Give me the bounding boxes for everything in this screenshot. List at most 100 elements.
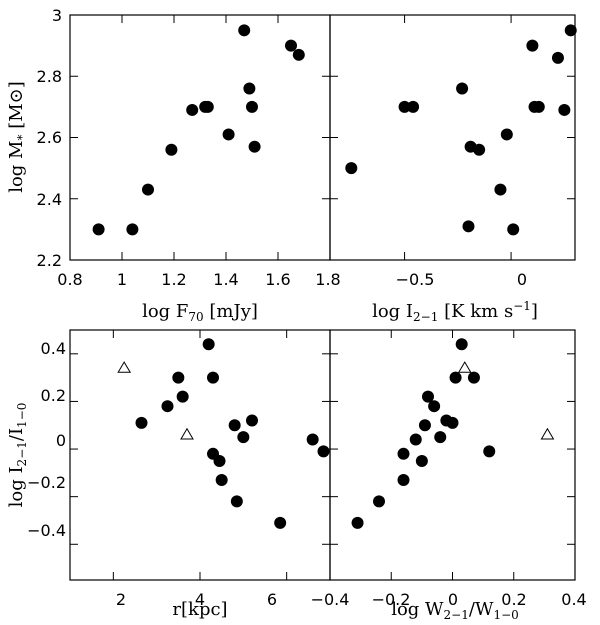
filled-circle-point [418, 419, 431, 432]
filled-circle-point [449, 371, 462, 384]
filled-circle-point [434, 431, 447, 444]
filled-circle-point [215, 474, 228, 486]
filled-circle-point [274, 516, 287, 529]
p4-xtick-label: 0.4 [561, 590, 586, 609]
filled-circle-point [172, 371, 185, 384]
filled-circle-point [483, 445, 496, 458]
filled-circle-point [373, 495, 385, 508]
p1-y-axis-label: log M* [M⊙] [6, 81, 29, 193]
filled-circle-point [551, 51, 564, 64]
p2-x-axis-label: log I2−1 [K km s−1] [372, 299, 538, 324]
filled-circle-point [407, 100, 420, 113]
panel-2-frame [329, 14, 576, 261]
p1-x-axis-label: log F70 [mJy] [142, 301, 258, 324]
p3-x-axis-label: r[kpc] [172, 599, 227, 620]
p4-x-axis-label: log W2−1/W1−0 [391, 599, 519, 622]
filled-circle-point [228, 419, 241, 432]
p2-xtick-label: −0.5 [396, 270, 435, 289]
p3-ytick-label: 0.2 [41, 386, 66, 405]
p1-xtick-label: 1.6 [265, 270, 290, 289]
filled-circle-point [135, 416, 148, 429]
points-layer [92, 24, 577, 529]
filled-circle-point [237, 431, 250, 444]
p4-xtick-label: 0.2 [501, 590, 526, 609]
p3-ytick-label: −0.2 [27, 473, 66, 492]
filled-circle-point [238, 24, 251, 37]
p3-y-axis-label: log I2−1/I1−0 [6, 403, 29, 508]
panel-4-frame [329, 329, 576, 581]
filled-circle-point [213, 454, 226, 467]
panel-3-frame [69, 329, 331, 581]
filled-circle-point [306, 433, 319, 446]
filled-circle-point [446, 416, 459, 429]
filled-circle-point [317, 445, 330, 458]
p3-ytick-label: 0.4 [41, 339, 66, 358]
p4-xtick-label: −0.2 [372, 590, 411, 609]
filled-circle-point [285, 39, 297, 52]
filled-circle-point [415, 454, 428, 467]
open-triangle-point [180, 427, 194, 440]
p4-xtick-label: 0 [448, 590, 458, 609]
p1-ytick-label: 2.2 [37, 251, 62, 270]
filled-circle-point [201, 100, 214, 113]
p3-xtick-label: 4 [195, 590, 205, 609]
filled-circle-point [92, 223, 105, 236]
p1-xtick-label: 1 [117, 270, 127, 289]
filled-circle-point [246, 414, 258, 427]
filled-circle-point [398, 100, 411, 113]
filled-circle-point [494, 183, 507, 196]
filled-circle-point [161, 400, 174, 413]
p1-ytick-label: 2.8 [37, 67, 62, 86]
p1-xtick-label: 0.8 [57, 270, 82, 289]
filled-circle-point [532, 100, 545, 113]
filled-circle-point [345, 162, 358, 175]
filled-circle-point [176, 390, 189, 403]
filled-circle-point [397, 447, 410, 460]
filled-circle-point [207, 371, 219, 384]
p2-xtick-label: 0 [517, 270, 527, 289]
p1-xtick-label: 1.8 [315, 270, 340, 289]
p1-xtick-label: 1.4 [213, 270, 238, 289]
ticks-layer [69, 14, 576, 580]
p1-ytick-label: 2.4 [37, 190, 62, 209]
filled-circle-point [409, 433, 422, 446]
p3-ytick-label: −0.4 [27, 521, 66, 540]
p1-ytick-label: 2.6 [37, 128, 62, 147]
filled-circle-point [126, 223, 139, 236]
filled-circle-point [455, 338, 468, 351]
filled-circle-point [428, 400, 441, 413]
filled-circle-point [500, 128, 513, 141]
panel-1-frame [69, 14, 331, 261]
filled-circle-point [142, 183, 154, 196]
filled-circle-point [473, 143, 486, 156]
filled-circle-point [558, 103, 571, 116]
filled-circle-point [246, 100, 258, 113]
filled-circle-point [564, 24, 577, 37]
filled-circle-point [222, 128, 235, 141]
p1-ytick-label: 3 [52, 6, 62, 25]
filled-circle-point [292, 48, 305, 61]
p3-ytick-label: 0 [56, 431, 66, 450]
filled-circle-point [507, 223, 520, 236]
open-triangle-point [540, 427, 555, 440]
p4-xtick-label: −0.4 [311, 590, 350, 609]
filled-circle-point [422, 390, 434, 403]
p1-xtick-label: 1.2 [161, 270, 186, 289]
filled-circle-point [230, 495, 243, 508]
p3-xtick-label: 6 [267, 590, 277, 609]
p3-xtick-label: 2 [116, 590, 126, 609]
filled-circle-point [248, 140, 261, 153]
filled-circle-point [462, 220, 475, 233]
filled-circle-point [526, 39, 539, 52]
filled-circle-point [186, 103, 199, 116]
filled-circle-point [467, 371, 480, 384]
filled-circle-point [351, 516, 364, 529]
open-triangle-point [457, 361, 472, 373]
filled-circle-point [165, 143, 178, 156]
filled-circle-point [243, 82, 256, 95]
open-triangle-point [117, 361, 132, 373]
filled-circle-point [456, 82, 469, 95]
filled-circle-point [397, 474, 410, 486]
filled-circle-point [202, 338, 215, 351]
